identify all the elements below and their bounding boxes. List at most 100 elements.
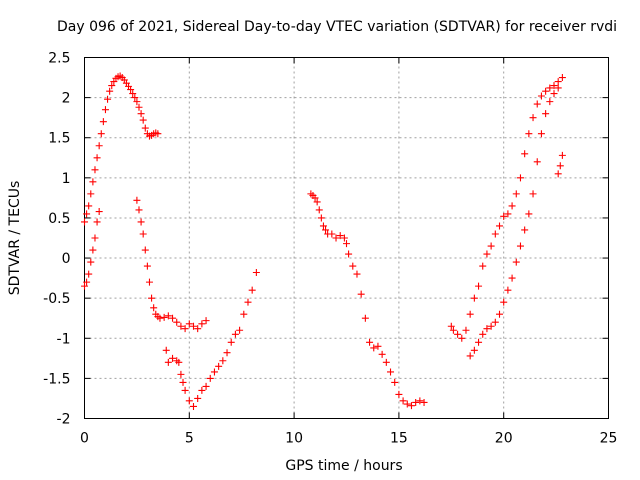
data-point bbox=[483, 250, 491, 258]
data-point bbox=[491, 318, 499, 326]
data-point bbox=[496, 310, 504, 318]
data-point bbox=[357, 290, 365, 298]
x-tick-label: 20 bbox=[495, 431, 513, 447]
data-point bbox=[181, 386, 189, 394]
data-point bbox=[387, 368, 395, 376]
data-point bbox=[447, 322, 455, 330]
data-point bbox=[240, 310, 248, 318]
data-point bbox=[554, 84, 562, 92]
data-point bbox=[135, 206, 143, 214]
data-point bbox=[550, 82, 558, 90]
data-point bbox=[179, 378, 187, 386]
data-point bbox=[554, 78, 562, 86]
data-point bbox=[231, 330, 239, 338]
data-point bbox=[89, 178, 97, 186]
data-point bbox=[185, 397, 193, 405]
series-arc-2b bbox=[162, 268, 260, 410]
data-point bbox=[95, 142, 103, 150]
data-point bbox=[150, 304, 158, 312]
data-point bbox=[466, 310, 474, 318]
data-point bbox=[236, 326, 244, 334]
data-point bbox=[248, 286, 256, 294]
data-point bbox=[106, 87, 114, 95]
data-point bbox=[487, 242, 495, 250]
series-arc-4c bbox=[554, 151, 566, 178]
data-point bbox=[353, 270, 361, 278]
data-point bbox=[525, 130, 533, 138]
data-point bbox=[108, 82, 116, 90]
data-point bbox=[382, 358, 390, 366]
data-point bbox=[85, 270, 93, 278]
data-point bbox=[141, 124, 149, 132]
data-point bbox=[133, 98, 141, 106]
data-point bbox=[99, 118, 107, 126]
data-point bbox=[554, 170, 562, 178]
data-point bbox=[252, 268, 260, 276]
data-point bbox=[143, 262, 151, 270]
data-point bbox=[189, 402, 197, 410]
data-point bbox=[349, 262, 357, 270]
data-point bbox=[399, 397, 407, 405]
data-point bbox=[542, 110, 550, 118]
data-point bbox=[87, 258, 95, 266]
data-point bbox=[215, 362, 223, 370]
data-point bbox=[91, 234, 99, 242]
data-point bbox=[175, 358, 183, 366]
data-point bbox=[483, 325, 491, 333]
data-point bbox=[479, 330, 487, 338]
data-point bbox=[487, 322, 495, 330]
y-tick-label: -1.5 bbox=[43, 371, 70, 387]
series-arc-4b bbox=[466, 84, 562, 360]
data-point bbox=[328, 230, 336, 238]
series-arc-1a bbox=[81, 72, 162, 226]
data-point bbox=[525, 210, 533, 218]
data-point bbox=[508, 274, 516, 282]
y-tick-labels: -2 -1.5 -1 -0.5 0 0.5 1 1.5 2 2.5 bbox=[43, 51, 70, 428]
data-point bbox=[227, 338, 235, 346]
data-point bbox=[512, 258, 520, 266]
data-points bbox=[81, 72, 566, 410]
data-point bbox=[194, 394, 202, 402]
data-point bbox=[169, 314, 177, 322]
data-point bbox=[141, 246, 149, 254]
data-point bbox=[516, 242, 524, 250]
data-point bbox=[317, 214, 325, 222]
data-point bbox=[83, 210, 91, 218]
y-tick-label: 2 bbox=[62, 91, 71, 107]
data-point bbox=[311, 194, 319, 202]
data-point bbox=[139, 230, 147, 238]
x-tick-label: 25 bbox=[600, 431, 618, 447]
data-point bbox=[537, 130, 545, 138]
x-tick-label: 15 bbox=[390, 431, 408, 447]
grid-lines bbox=[84, 57, 609, 419]
data-point bbox=[366, 338, 374, 346]
data-point bbox=[370, 344, 378, 352]
data-point bbox=[416, 397, 424, 405]
data-point bbox=[332, 234, 340, 242]
data-point bbox=[89, 246, 97, 254]
data-point bbox=[91, 166, 99, 174]
data-point bbox=[521, 150, 529, 158]
data-point bbox=[93, 154, 101, 162]
data-point bbox=[139, 116, 147, 124]
chart-title: Day 096 of 2021, Sidereal Day-to-day VTE… bbox=[57, 19, 617, 35]
data-point bbox=[391, 378, 399, 386]
data-point bbox=[407, 402, 415, 410]
data-point bbox=[378, 350, 386, 358]
data-point bbox=[177, 370, 185, 378]
data-point bbox=[95, 208, 103, 216]
data-point bbox=[322, 226, 330, 234]
data-point bbox=[345, 250, 353, 258]
y-tick-label: -2 bbox=[57, 412, 71, 428]
plot-frame bbox=[84, 57, 609, 419]
data-point bbox=[403, 400, 411, 408]
data-point bbox=[336, 232, 344, 240]
x-tick-labels: 0 5 10 15 20 25 bbox=[80, 431, 617, 447]
data-point bbox=[127, 86, 135, 94]
data-point bbox=[135, 103, 143, 111]
data-point bbox=[198, 320, 206, 328]
x-tick-label: 0 bbox=[80, 431, 89, 447]
data-point bbox=[148, 294, 156, 302]
data-point bbox=[137, 218, 145, 226]
data-point bbox=[177, 322, 185, 330]
